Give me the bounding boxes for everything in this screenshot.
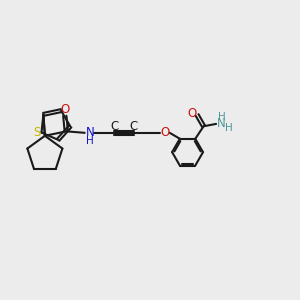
Text: N: N xyxy=(86,126,94,139)
Text: H: H xyxy=(225,123,233,134)
Text: O: O xyxy=(187,107,196,120)
Text: O: O xyxy=(60,103,69,116)
Text: N: N xyxy=(217,117,226,130)
Text: S: S xyxy=(33,126,40,139)
Text: H: H xyxy=(86,136,94,146)
Text: H: H xyxy=(218,112,225,122)
Text: C: C xyxy=(129,120,138,133)
Text: C: C xyxy=(111,120,119,133)
Text: O: O xyxy=(160,126,170,139)
